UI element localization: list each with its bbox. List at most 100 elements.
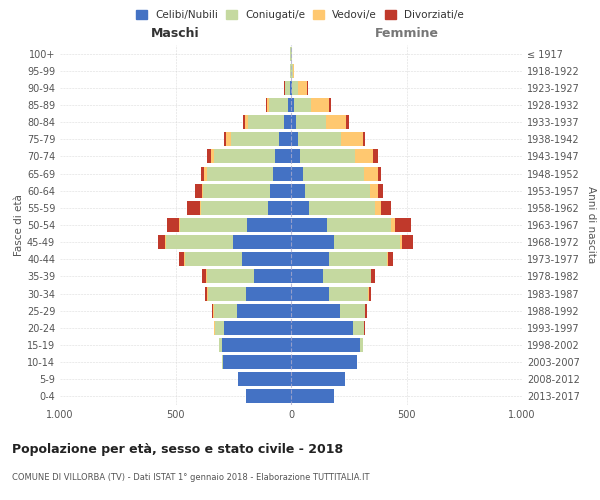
Bar — [270, 184, 291, 198]
Bar — [291, 235, 334, 249]
Bar — [248, 115, 284, 129]
Bar — [215, 321, 224, 335]
Bar — [220, 338, 222, 352]
Bar — [247, 218, 291, 232]
Bar — [203, 184, 270, 198]
Bar — [201, 166, 205, 180]
Bar — [365, 304, 367, 318]
Bar — [370, 184, 377, 198]
Bar — [200, 201, 201, 215]
Bar — [226, 132, 231, 146]
Bar — [360, 338, 362, 352]
Bar — [214, 304, 237, 318]
Bar — [222, 338, 291, 352]
Bar — [302, 166, 364, 180]
Bar — [364, 166, 377, 180]
Bar — [395, 218, 411, 232]
Bar — [291, 150, 300, 164]
Bar — [290, 81, 291, 95]
Bar — [166, 235, 233, 249]
Bar — [184, 252, 185, 266]
Text: Femmine: Femmine — [374, 27, 439, 40]
Bar — [291, 338, 360, 352]
Bar — [224, 132, 226, 146]
Bar — [311, 98, 329, 112]
Bar — [291, 184, 305, 198]
Bar — [371, 270, 375, 283]
Bar — [300, 150, 355, 164]
Bar — [243, 115, 245, 129]
Bar — [214, 150, 275, 164]
Bar — [202, 270, 206, 283]
Bar — [391, 218, 395, 232]
Bar — [291, 201, 310, 215]
Bar — [224, 321, 291, 335]
Bar — [245, 115, 248, 129]
Bar — [284, 115, 291, 129]
Bar — [233, 235, 291, 249]
Bar — [202, 184, 203, 198]
Bar — [246, 390, 291, 404]
Bar — [293, 64, 294, 78]
Bar — [254, 270, 291, 283]
Bar — [362, 132, 365, 146]
Bar — [377, 184, 383, 198]
Bar — [310, 201, 376, 215]
Bar — [291, 355, 357, 369]
Bar — [353, 321, 364, 335]
Bar — [291, 372, 345, 386]
Bar — [211, 150, 214, 164]
Bar — [291, 321, 353, 335]
Bar — [291, 81, 292, 95]
Y-axis label: Anni di nascita: Anni di nascita — [586, 186, 596, 264]
Bar — [238, 372, 291, 386]
Bar — [179, 252, 184, 266]
Bar — [400, 235, 402, 249]
Bar — [291, 252, 329, 266]
Bar — [267, 98, 269, 112]
Bar — [246, 286, 291, 300]
Text: Maschi: Maschi — [151, 27, 200, 40]
Bar — [329, 98, 331, 112]
Bar — [285, 81, 290, 95]
Bar — [376, 201, 381, 215]
Bar — [291, 132, 298, 146]
Bar — [369, 286, 371, 300]
Y-axis label: Fasce di età: Fasce di età — [14, 194, 24, 256]
Bar — [272, 166, 291, 180]
Bar — [187, 201, 200, 215]
Bar — [381, 201, 391, 215]
Bar — [329, 286, 368, 300]
Bar — [291, 218, 327, 232]
Bar — [291, 115, 296, 129]
Text: Popolazione per età, sesso e stato civile - 2018: Popolazione per età, sesso e stato civil… — [12, 442, 343, 456]
Bar — [388, 252, 392, 266]
Bar — [295, 98, 311, 112]
Bar — [223, 355, 291, 369]
Bar — [205, 166, 206, 180]
Bar — [158, 235, 165, 249]
Bar — [402, 235, 413, 249]
Bar — [291, 304, 340, 318]
Bar — [206, 166, 272, 180]
Bar — [340, 304, 365, 318]
Bar — [377, 166, 381, 180]
Bar — [291, 390, 334, 404]
Bar — [292, 64, 293, 78]
Bar — [373, 150, 377, 164]
Bar — [355, 150, 373, 164]
Bar — [305, 184, 370, 198]
Bar — [346, 115, 349, 129]
Bar — [195, 184, 202, 198]
Bar — [326, 115, 346, 129]
Bar — [242, 252, 291, 266]
Bar — [205, 286, 208, 300]
Bar — [329, 252, 387, 266]
Legend: Celibi/Nubili, Coniugati/e, Vedovi/e, Divorziati/e: Celibi/Nubili, Coniugati/e, Vedovi/e, Di… — [136, 10, 464, 20]
Bar — [291, 166, 302, 180]
Bar — [341, 132, 362, 146]
Text: COMUNE DI VILLORBA (TV) - Dati ISTAT 1° gennaio 2018 - Elaborazione TUTTITALIA.I: COMUNE DI VILLORBA (TV) - Dati ISTAT 1° … — [12, 472, 370, 482]
Bar — [269, 98, 287, 112]
Bar — [167, 218, 179, 232]
Bar — [387, 252, 388, 266]
